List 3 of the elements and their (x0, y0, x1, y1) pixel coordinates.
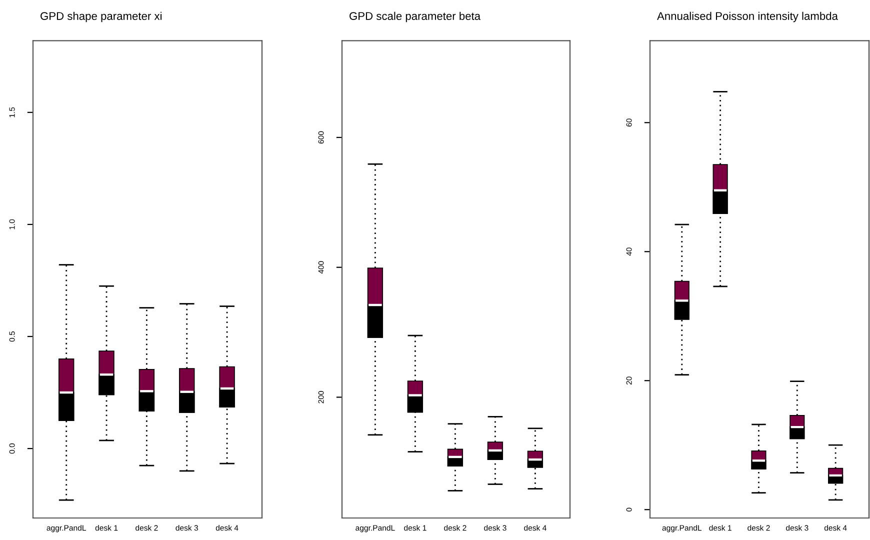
chart-title: Annualised Poisson intensity lambda (657, 12, 838, 22)
chart-title: GPD shape parameter xi (40, 12, 162, 22)
chart-title: GPD scale parameter beta (350, 12, 481, 22)
